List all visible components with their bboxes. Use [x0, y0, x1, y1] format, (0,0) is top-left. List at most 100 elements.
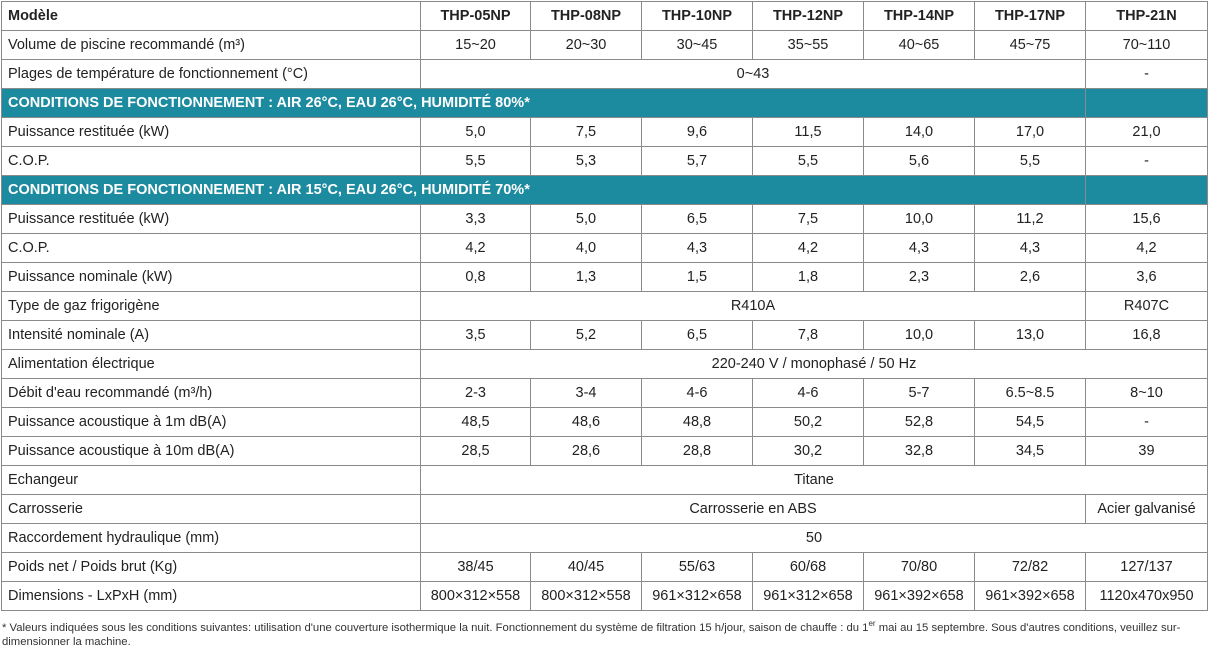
row-label: Plages de température de fonctionnement …	[1, 59, 421, 89]
cell: 6.5~8.5	[974, 378, 1086, 408]
row-label: Echangeur	[1, 465, 421, 495]
spec-table: Modèle THP-05NP THP-08NP THP-10NP THP-12NP TH…	[1, 1, 1208, 611]
cell: 4,2	[752, 233, 864, 263]
cell: 3-4	[530, 378, 642, 408]
cell: 961×392×658	[863, 581, 975, 611]
cell: 800×312×558	[530, 581, 642, 611]
data-row: Puissance restituée (kW) 3,3 5,0 6,5 7,5 10,0…	[1, 204, 1208, 234]
cell: Carrosserie en ABS	[420, 494, 1086, 524]
footnote-text: * Valeurs indiquées sous les conditions …	[2, 621, 869, 634]
header-label: Modèle	[1, 1, 421, 31]
data-row: Débit d'eau recommandé (m³/h) 2-3 3-4 4-6 4-…	[1, 378, 1208, 408]
model-name: THP-08NP	[530, 1, 642, 31]
cell: 7,5	[530, 117, 642, 147]
section-filler	[1085, 175, 1208, 205]
data-row: C.O.P. 5,5 5,3 5,7 5,5 5,6 5,5-	[1, 146, 1208, 176]
cell: 28,5	[420, 436, 531, 466]
cell: 2,6	[974, 262, 1086, 292]
section-title: CONDITIONS DE FONCTIONNEMENT : AIR 26°C,…	[1, 88, 1086, 118]
row-label: Intensité nominale (A)	[1, 320, 421, 350]
cell: 34,5	[974, 436, 1086, 466]
cell: 1,5	[641, 262, 753, 292]
cell: 5,5	[752, 146, 864, 176]
cell: Titane	[420, 465, 1208, 495]
cell: 8~10	[1085, 378, 1208, 408]
section-title: CONDITIONS DE FONCTIONNEMENT : AIR 15°C,…	[1, 175, 1086, 205]
row-label: Puissance nominale (kW)	[1, 262, 421, 292]
cell: Acier galvanisé	[1085, 494, 1208, 524]
cell: -	[1085, 146, 1208, 176]
cell: 3,5	[420, 320, 531, 350]
section-row: CONDITIONS DE FONCTIONNEMENT : AIR 26°C,…	[1, 88, 1208, 118]
cell: 1,3	[530, 262, 642, 292]
cell: 4-6	[752, 378, 864, 408]
data-row: Carrosserie Carrosserie en ABS Acier galva…	[1, 494, 1208, 524]
data-row: Raccordement hydraulique (mm) 50	[1, 523, 1208, 553]
cell: 6,5	[641, 204, 753, 234]
row-label: Raccordement hydraulique (mm)	[1, 523, 421, 553]
cell: 11,5	[752, 117, 864, 147]
cell: 30~45	[641, 30, 753, 60]
cell: 10,0	[863, 320, 975, 350]
footnote-text: mai au 15 septembre. Sous d'autres condi…	[2, 621, 1181, 648]
data-row: Puissance nominale (kW) 0,8 1,3 1,5 1,8 2,3 2,…	[1, 262, 1208, 292]
cell: 1,8	[752, 262, 864, 292]
row-label: Dimensions - LxPxH (mm)	[1, 581, 421, 611]
cell: 28,8	[641, 436, 753, 466]
data-row: Puissance acoustique à 1m dB(A) 48,5 48,6 4…	[1, 407, 1208, 437]
header-row: Modèle THP-05NP THP-08NP THP-10NP THP-12NP TH…	[1, 1, 1208, 31]
cell: 70/80	[863, 552, 975, 582]
cell: 40/45	[530, 552, 642, 582]
data-row: C.O.P. 4,2 4,0 4,3 4,2 4,3 4,3 4,2	[1, 233, 1208, 263]
model-name: THP-21N	[1085, 1, 1208, 31]
row-label: Poids net / Poids brut (Kg)	[1, 552, 421, 582]
cell: 1120x470x950	[1085, 581, 1208, 611]
cell: 4,2	[1085, 233, 1208, 263]
cell: 17,0	[974, 117, 1086, 147]
data-row: Puissance restituée (kW) 5,0 7,5 9,6 11,5 14,…	[1, 117, 1208, 147]
footnote: * Valeurs indiquées sous les conditions …	[2, 617, 1206, 649]
cell: 45~75	[974, 30, 1086, 60]
cell: 0,8	[420, 262, 531, 292]
cell: 4,3	[974, 233, 1086, 263]
cell: 5,3	[530, 146, 642, 176]
cell: -	[1085, 59, 1208, 89]
model-name: THP-14NP	[863, 1, 975, 31]
data-row: Puissance acoustique à 10m dB(A) 28,5 28,6…	[1, 436, 1208, 466]
model-name: THP-17NP	[974, 1, 1086, 31]
data-row: Type de gaz frigorigène R410A R407C	[1, 291, 1208, 321]
cell: 220-240 V / monophasé / 50 Hz	[420, 349, 1208, 379]
cell: 5,0	[530, 204, 642, 234]
row-label: Puissance restituée (kW)	[1, 204, 421, 234]
table-body: Modèle THP-05NP THP-08NP THP-10NP THP-12NP TH…	[1, 1, 1208, 611]
cell: 4,0	[530, 233, 642, 263]
cell: 60/68	[752, 552, 864, 582]
row-label: Puissance restituée (kW)	[1, 117, 421, 147]
model-name: THP-05NP	[420, 1, 531, 31]
cell: 5,5	[420, 146, 531, 176]
cell: 39	[1085, 436, 1208, 466]
cell: 5,6	[863, 146, 975, 176]
cell: 800×312×558	[420, 581, 531, 611]
cell: 5,5	[974, 146, 1086, 176]
cell: 70~110	[1085, 30, 1208, 60]
cell: 961×312×658	[641, 581, 753, 611]
cell: 5,2	[530, 320, 642, 350]
row-label: Type de gaz frigorigène	[1, 291, 421, 321]
cell: 38/45	[420, 552, 531, 582]
row-label: Carrosserie	[1, 494, 421, 524]
cell: 30,2	[752, 436, 864, 466]
cell: 3,6	[1085, 262, 1208, 292]
cell: 7,8	[752, 320, 864, 350]
cell: 48,6	[530, 407, 642, 437]
model-name: THP-10NP	[641, 1, 753, 31]
data-row: Plages de température de fonctionnement …	[1, 59, 1208, 89]
cell: 50,2	[752, 407, 864, 437]
row-label: Alimentation électrique	[1, 349, 421, 379]
model-name: THP-12NP	[752, 1, 864, 31]
cell: 4,2	[420, 233, 531, 263]
cell: 5,0	[420, 117, 531, 147]
cell: 54,5	[974, 407, 1086, 437]
cell: 40~65	[863, 30, 975, 60]
cell: 16,8	[1085, 320, 1208, 350]
